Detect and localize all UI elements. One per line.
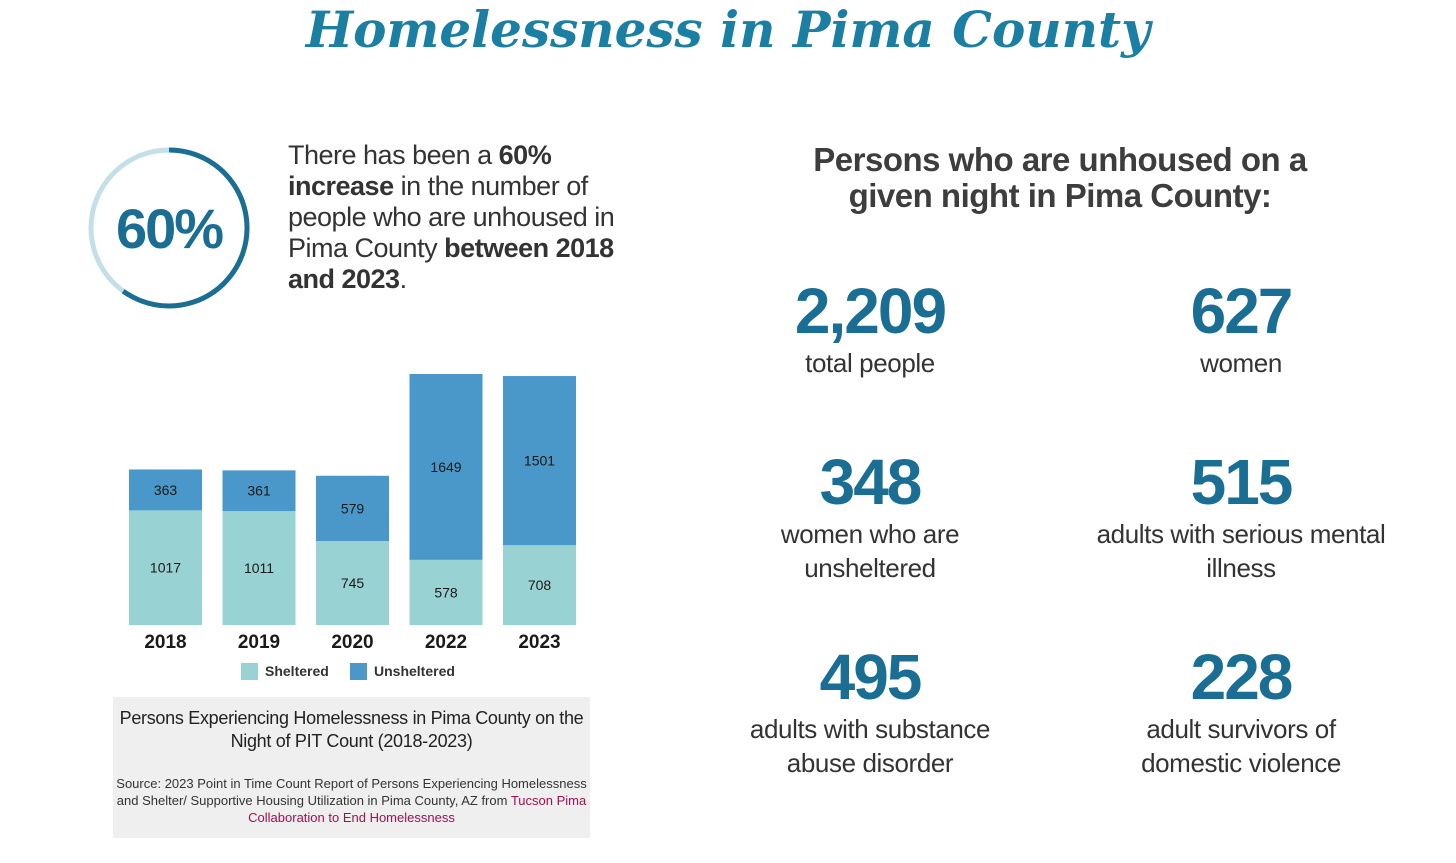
metric-serious-mental-illness: 515 adults with serious mental illness — [1071, 449, 1411, 583]
chart-source: Source: 2023 Point in Time Count Report … — [113, 775, 590, 826]
bar-label-unsheltered-2020: 579 — [341, 500, 365, 516]
metric-women-unsheltered: 348 women who are unsheltered — [700, 449, 1040, 583]
metric-label: adult survivors of — [1146, 714, 1336, 744]
metrics-heading-line1: Persons who are unhoused on a — [813, 141, 1307, 178]
homelessness-bar-chart: 1017 363 2018 1011 361 2019 745 579 2020 578 1649 2… — [129, 374, 576, 680]
metric-value: 495 — [819, 641, 923, 713]
statement-part-2: in the number of people who are unhoused… — [288, 171, 615, 263]
metric-label: women who are — [780, 519, 960, 549]
metrics-heading-line2: given night in Pima County: — [848, 177, 1272, 214]
bar-label-sheltered-2019: 1011 — [244, 560, 274, 576]
bar-sheltered-2020 — [316, 541, 389, 625]
statement-part-4: . — [399, 264, 408, 294]
legend-swatch-sheltered — [241, 663, 258, 680]
metrics-heading: Persons who are unhoused on a given nigh… — [760, 142, 1360, 214]
metric-label: total people — [805, 348, 935, 378]
metric-value: 627 — [1190, 275, 1294, 347]
bar-label-unsheltered-2018: 363 — [154, 482, 178, 498]
bar-label-unsheltered-2023: 1501 — [524, 453, 555, 469]
x-tick-label-2020: 2020 — [331, 632, 373, 653]
page-title: Homelessness in Pima County — [305, 0, 1151, 59]
increase-statement: There has been a 60% increase in the num… — [288, 140, 618, 295]
legend-swatch-unsheltered — [350, 663, 367, 680]
metric-women: 627 women — [1071, 278, 1411, 382]
metric-label-line2: abuse disorder — [786, 748, 954, 778]
source-link[interactable]: Tucson Pima Collaboration to End Homeles… — [248, 793, 587, 825]
x-tick-label-2022: 2022 — [425, 632, 467, 653]
percent-ring-label: 60% — [115, 196, 224, 260]
bar-sheltered-2019 — [222, 511, 296, 625]
metric-label: adults with substance — [749, 714, 991, 744]
bar-unsheltered-2019 — [222, 470, 296, 512]
bar-label-sheltered-2023: 708 — [528, 577, 552, 593]
bar-label-unsheltered-2022: 1649 — [430, 459, 461, 475]
bar-label-sheltered-2022: 578 — [434, 584, 458, 600]
percent-ring-icon — [88, 147, 250, 309]
x-tick-label-2023: 2023 — [518, 632, 560, 653]
metric-value: 515 — [1190, 446, 1294, 518]
bar-label-sheltered-2020: 745 — [341, 575, 365, 591]
metric-label: adults with serious mental — [1096, 519, 1386, 549]
bar-sheltered-2022 — [409, 559, 483, 625]
statement-part-0: There has been a — [288, 140, 499, 170]
statement-part-1: 60% increase — [288, 140, 552, 201]
bar-unsheltered-2023 — [503, 376, 576, 546]
metric-label-line2: unsheltered — [804, 553, 936, 583]
metric-label-line2: domestic violence — [1141, 748, 1341, 778]
metric-label-line2: illness — [1206, 553, 1276, 583]
chart-caption-box: Persons Experiencing Homelessness in Pim… — [113, 697, 590, 838]
metric-total-people: 2,209 total people — [700, 278, 1040, 382]
x-tick-label-2018: 2018 — [144, 632, 186, 653]
bar-sheltered-2018 — [129, 510, 202, 625]
x-tick-label-2019: 2019 — [238, 632, 280, 653]
bar-label-sheltered-2018: 1017 — [150, 560, 181, 576]
bar-unsheltered-2018 — [129, 469, 202, 511]
legend-label-sheltered: Sheltered — [265, 663, 329, 679]
bar-unsheltered-2022 — [409, 374, 483, 560]
chart-caption-title: Persons Experiencing Homelessness in Pim… — [119, 708, 584, 751]
metric-value: 348 — [819, 446, 923, 518]
metric-substance-abuse: 495 adults with substance abuse disorder — [700, 644, 1040, 778]
ring-progress-arc — [121, 147, 250, 309]
legend-label-unsheltered: Unsheltered — [374, 663, 455, 679]
bar-unsheltered-2020 — [316, 475, 389, 542]
bar-sheltered-2023 — [503, 545, 576, 625]
metric-value: 2,209 — [794, 275, 947, 347]
statement-part-3: between 2018 and 2023 — [288, 233, 614, 294]
metric-domestic-violence: 228 adult survivors of domestic violence — [1071, 644, 1411, 778]
chart-source-text: Source: 2023 Point in Time Count Report … — [116, 776, 587, 808]
metric-label: women — [1200, 348, 1282, 378]
metric-value: 228 — [1190, 641, 1294, 713]
bar-label-unsheltered-2019: 361 — [247, 483, 271, 499]
